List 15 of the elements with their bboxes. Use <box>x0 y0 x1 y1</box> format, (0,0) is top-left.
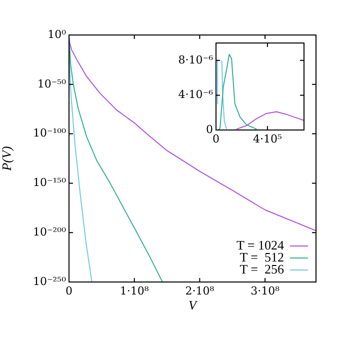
y-tick-label: 10⁻²⁰⁰ <box>32 225 67 238</box>
x-tick-label: 3·10⁸ <box>250 284 280 298</box>
x-axis-title: V <box>188 298 199 313</box>
x-tick-label: 2·10⁸ <box>185 284 215 298</box>
y-tick-label: 10⁻⁵⁰ <box>37 77 67 90</box>
y-tick-label: 10⁰ <box>48 28 67 41</box>
y-tick-label: 10⁻²⁵⁰ <box>32 274 67 288</box>
y-tick-label: 10⁻¹⁵⁰ <box>32 176 67 190</box>
y-tick-label: 4·10⁻⁶ <box>178 88 214 102</box>
y-tick-label: 10⁻¹⁰⁰ <box>32 126 67 140</box>
x-tick-label: 1·10⁸ <box>120 284 150 298</box>
y-tick-label: 0 <box>206 122 213 136</box>
y-axis-title: P(V) <box>0 146 14 172</box>
x-tick-label: 4·10⁵ <box>253 132 282 146</box>
y-tick-label: 8·10⁻⁶ <box>178 53 214 66</box>
